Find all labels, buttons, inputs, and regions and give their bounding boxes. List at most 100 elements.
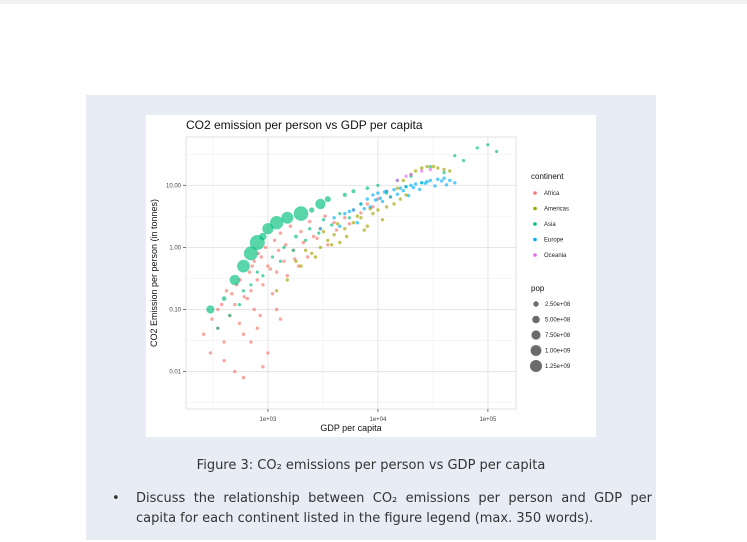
data-point-europe <box>368 205 372 209</box>
data-point-asia <box>442 171 446 175</box>
size-legend-label: 5.00e+08 <box>545 318 571 324</box>
data-point-europe <box>359 202 363 206</box>
data-point-asia <box>365 186 370 190</box>
data-point-africa <box>252 259 256 263</box>
y-tick-label: 10.00 <box>166 183 182 189</box>
data-point-africa <box>258 313 262 318</box>
legend-key-europe <box>533 237 537 242</box>
data-point-europe <box>343 211 347 216</box>
legend-label-africa: Africa <box>544 191 560 197</box>
data-point-asia <box>321 218 326 222</box>
data-point-africa <box>278 317 283 321</box>
legend-key-oceania <box>533 253 537 257</box>
data-point-africa <box>371 205 375 209</box>
data-point-africa <box>261 365 265 369</box>
size-legend-key <box>530 345 542 356</box>
data-point-africa <box>255 326 259 330</box>
y-axis-label: CO2 Emission per person (in tonnes) <box>149 199 159 347</box>
data-point-americas <box>321 229 326 234</box>
data-point-africa <box>255 278 259 282</box>
data-point-africa <box>242 295 246 299</box>
legend-key-americas <box>533 206 537 211</box>
data-point-americas <box>345 234 349 239</box>
data-point-americas <box>384 205 389 209</box>
data-point-asia <box>237 259 250 273</box>
grid-layer <box>186 137 516 409</box>
data-point-americas <box>338 240 342 245</box>
data-point-asia <box>317 231 321 235</box>
figure-caption: Figure 3: CO₂ emissions per person vs GD… <box>196 458 546 473</box>
data-point-americas <box>436 166 440 170</box>
data-point-africa <box>263 245 268 250</box>
data-point-europe <box>382 190 387 194</box>
data-point-africa <box>288 224 293 228</box>
data-point-americas <box>313 255 318 259</box>
data-point-oceania <box>420 169 424 173</box>
data-point-asia <box>338 212 342 216</box>
legend-label-asia: Asia <box>544 222 556 228</box>
data-point-asia <box>278 259 283 263</box>
scatter-chart: CO2 emission per person vs GDP per capit… <box>149 118 571 433</box>
data-point-americas <box>376 208 380 212</box>
data-point-europe <box>392 188 396 192</box>
data-point-africa <box>332 221 336 225</box>
data-point-africa <box>308 219 312 224</box>
chart-title: CO2 emission per person vs GDP per capit… <box>186 118 423 132</box>
data-point-europe <box>318 227 323 231</box>
data-point-africa <box>278 231 283 235</box>
data-point-europe <box>413 182 418 186</box>
data-point-asia <box>453 154 457 158</box>
data-point-europe <box>418 187 422 192</box>
data-point-europe <box>406 194 411 198</box>
points-layer <box>201 143 499 380</box>
data-point-europe <box>448 178 452 183</box>
data-point-africa <box>334 228 339 232</box>
data-point-americas <box>355 214 359 218</box>
data-point-africa <box>216 307 220 312</box>
x-axis-label: GDP per capita <box>320 423 381 433</box>
chart-card: CO2 emission per person vs GDP per capit… <box>146 115 596 437</box>
data-point-africa <box>220 302 224 307</box>
data-point-oceania <box>404 174 408 178</box>
data-point-africa <box>230 292 234 296</box>
data-point-asia <box>291 248 295 252</box>
data-point-africa <box>233 302 237 307</box>
data-point-asia <box>281 211 294 224</box>
data-point-asia <box>241 289 246 293</box>
data-point-asia <box>342 192 347 197</box>
data-point-americas <box>413 169 418 173</box>
data-point-africa <box>201 332 206 336</box>
data-point-asia <box>206 305 215 314</box>
data-point-asia <box>237 303 241 307</box>
y-tick-label: 0.01 <box>169 370 181 376</box>
data-point-africa <box>208 351 213 355</box>
data-point-africa <box>210 317 214 321</box>
size-legend-key <box>530 360 542 372</box>
data-point-africa <box>237 321 242 325</box>
data-point-europe <box>401 189 405 193</box>
data-point-africa <box>347 222 352 226</box>
data-point-africa <box>233 369 237 374</box>
data-point-africa <box>259 255 263 259</box>
data-point-africa <box>241 332 246 336</box>
data-point-oceania <box>428 167 433 172</box>
data-point-africa <box>311 234 316 239</box>
data-point-africa <box>249 289 253 293</box>
data-point-africa <box>245 296 249 301</box>
data-point-europe <box>420 181 424 185</box>
data-point-africa <box>326 243 330 247</box>
size-legend-label: 2.50e+08 <box>545 302 571 308</box>
data-point-europe <box>378 196 382 200</box>
data-point-africa <box>284 243 288 247</box>
data-point-americas <box>332 233 336 237</box>
data-point-asia <box>428 165 432 169</box>
data-point-europe <box>395 192 399 196</box>
data-point-americas <box>442 167 446 172</box>
data-point-asia <box>243 246 258 261</box>
data-point-americas <box>371 211 375 216</box>
size-legend-key <box>532 315 540 324</box>
data-point-americas <box>294 259 298 263</box>
data-point-americas <box>351 221 356 225</box>
data-point-africa <box>241 375 246 380</box>
data-point-asia <box>261 274 265 278</box>
